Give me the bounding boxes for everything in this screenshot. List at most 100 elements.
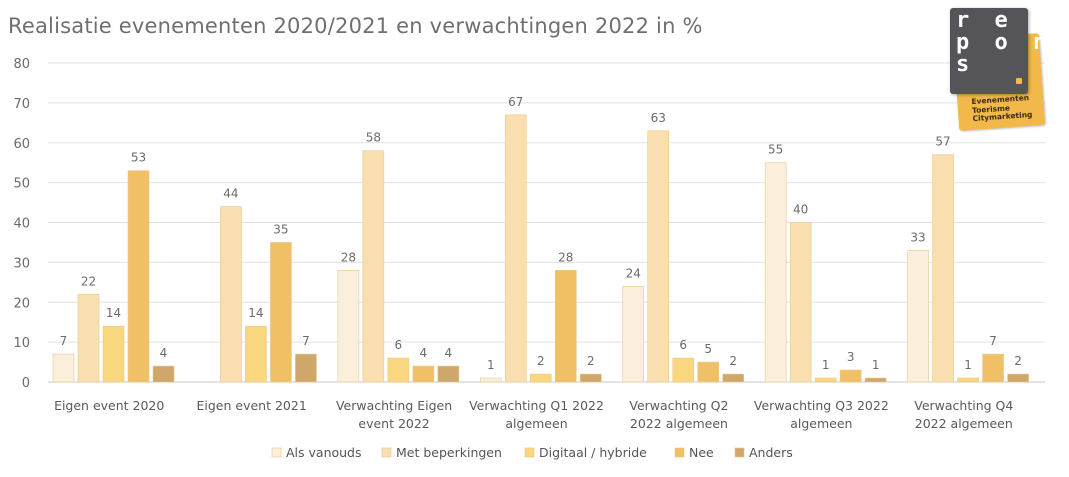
data-label: 5 — [704, 342, 712, 356]
bar — [52, 353, 75, 383]
legend-label: Anders — [749, 445, 793, 460]
bar — [504, 114, 527, 383]
data-label: 14 — [106, 306, 121, 320]
legend-item: Digitaal / hybride — [524, 445, 647, 460]
bar — [957, 377, 979, 383]
legend-swatch — [524, 447, 535, 458]
category-label: Eigen event 2020 — [54, 398, 164, 413]
legend-swatch — [674, 447, 685, 458]
bar — [437, 365, 460, 383]
y-tick-label: 0 — [22, 376, 30, 391]
category-label: Verwachting Q1 2022 algemeen — [469, 398, 604, 431]
bar — [579, 373, 602, 383]
bar — [982, 353, 1004, 383]
data-label: 2 — [1014, 354, 1022, 368]
y-tick-label: 50 — [13, 177, 30, 192]
bars — [52, 114, 1029, 383]
bar — [479, 377, 502, 383]
legend-label: Als vanouds — [286, 445, 362, 460]
data-label: 3 — [847, 350, 855, 364]
legend-label: Digitaal / hybride — [539, 445, 647, 460]
logo-letters-line-1: r e s — [956, 8, 1053, 33]
y-tick-label: 10 — [13, 336, 30, 351]
data-label: 7 — [989, 334, 997, 348]
bar — [412, 365, 435, 383]
bar — [622, 285, 645, 383]
bar — [932, 154, 954, 383]
y-tick-label: 20 — [13, 296, 30, 311]
bar — [839, 369, 862, 383]
bar — [387, 357, 410, 383]
category-label: Verwachting Eigen event 2022 — [336, 398, 452, 431]
bar — [220, 206, 242, 383]
logo-dark-card: r e s p o n s — [950, 8, 1046, 94]
y-tick-label: 60 — [13, 137, 30, 152]
bar — [907, 250, 929, 383]
data-label: 57 — [935, 135, 950, 149]
data-label: 7 — [302, 334, 310, 348]
bar — [152, 365, 175, 383]
data-label: 55 — [768, 143, 783, 157]
data-label: 44 — [223, 187, 238, 201]
legend-swatch — [734, 447, 745, 458]
legend-label: Nee — [689, 445, 714, 460]
category-label: Eigen event 2021 — [197, 398, 307, 413]
data-label: 28 — [558, 250, 573, 264]
data-label: 63 — [651, 111, 666, 125]
data-label: 53 — [131, 151, 146, 165]
category-label: Verwachting Q4 2022 algemeen — [914, 398, 1013, 431]
bar — [245, 325, 267, 383]
data-label: 4 — [445, 346, 453, 360]
y-tick-label: 80 — [13, 57, 30, 72]
category-label: Verwachting Q2 2022 algemeen — [629, 398, 728, 431]
legend-item: Met beperkingen — [381, 445, 502, 460]
data-label: 2 — [537, 354, 545, 368]
category-label: Verwachting Q3 2022 algemeen — [754, 398, 889, 431]
data-label: 1 — [822, 358, 830, 372]
data-label: 2 — [587, 354, 595, 368]
legend: Als vanouds Met beperkingen Digitaal / hyb… — [271, 445, 793, 460]
logo-letters-line-2: p o n — [956, 30, 1053, 55]
bar — [647, 130, 670, 383]
legend-swatch — [381, 447, 392, 458]
data-label: 67 — [508, 95, 523, 109]
legend-label: Met beperkingen — [396, 445, 502, 460]
category-labels: Eigen event 2020 Eigen event 2021 Verwacht… — [54, 398, 1013, 431]
data-label: 1 — [964, 358, 972, 372]
logo-dot — [1016, 78, 1022, 84]
bar — [554, 270, 577, 383]
bar — [697, 361, 720, 383]
bar — [672, 357, 695, 383]
y-axis-ticks: 0 10 20 30 40 50 60 70 80 — [13, 57, 30, 391]
chart-title: Realisatie evenementen 2020/2021 en verw… — [8, 14, 703, 38]
data-label: 4 — [420, 346, 428, 360]
bar — [362, 150, 385, 383]
data-label: 22 — [81, 274, 96, 288]
logo-tagline: Evenementen Toerisme Citymarketing — [971, 93, 1033, 124]
data-label: 14 — [248, 306, 263, 320]
data-label: 33 — [910, 230, 925, 244]
bar — [102, 325, 125, 383]
data-label: 4 — [160, 346, 168, 360]
bar — [789, 222, 812, 383]
y-tick-label: 40 — [13, 217, 30, 232]
data-label: 7 — [60, 334, 68, 348]
y-tick-label: 30 — [13, 256, 30, 271]
bar — [127, 170, 150, 383]
bar — [270, 242, 292, 383]
data-label: 6 — [679, 338, 687, 352]
legend-item: Nee — [674, 445, 714, 460]
bar — [864, 377, 887, 383]
data-label: 2 — [729, 354, 737, 368]
data-label: 40 — [793, 203, 808, 217]
bar — [722, 373, 745, 383]
bar — [764, 162, 787, 383]
data-label: 58 — [366, 131, 381, 145]
data-label: 1 — [487, 358, 495, 372]
bar — [337, 270, 360, 383]
y-tick-label: 70 — [13, 97, 30, 112]
bar — [529, 373, 552, 383]
data-label: 6 — [395, 338, 403, 352]
